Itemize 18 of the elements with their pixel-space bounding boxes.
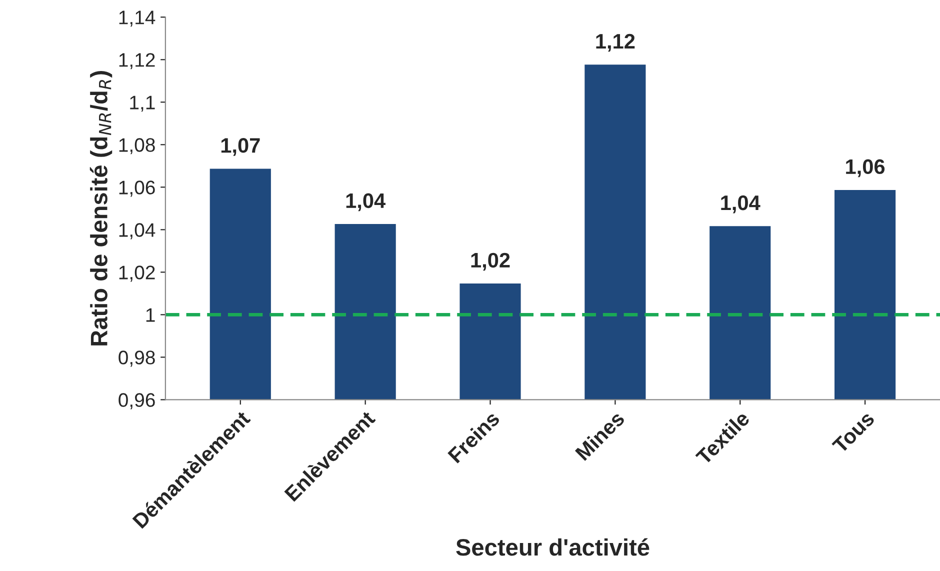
y-tick-label: 1,1 [130, 96, 155, 112]
y-tick-label: 1,12 [119, 53, 155, 70]
y-tick-label: 1,08 [119, 138, 155, 154]
data-label: 1,06 [846, 159, 885, 178]
data-label: 1,07 [221, 138, 260, 156]
data-label: 1,12 [596, 34, 635, 52]
data-label: 1,02 [471, 252, 510, 271]
y-tick-label: 0,96 [118, 393, 155, 410]
y-tick-label: 1,06 [119, 180, 155, 197]
x-axis-title: Secteur d'activité [456, 538, 650, 556]
y-tick-label: 0,98 [118, 350, 155, 367]
y-axis-title: Ratio de densité (d$_{NR}$/d$_{R}$) [90, 71, 112, 346]
y-tick-label: 1,02 [119, 266, 155, 282]
data-label: 1,04 [346, 193, 386, 212]
y-tick-label: 1,04 [119, 223, 156, 240]
y-tick-label: 1 [146, 308, 155, 322]
y-tick-label: 1,14 [119, 10, 156, 27]
data-label: 1,04 [721, 195, 760, 214]
